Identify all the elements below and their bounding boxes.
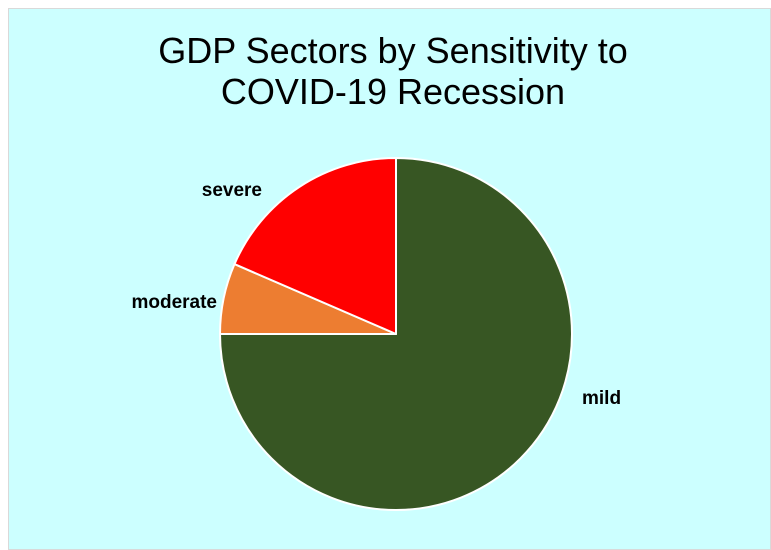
pie-slice-severe	[233, 157, 397, 335]
pie-slices	[219, 157, 573, 511]
pie-label-moderate: moderate	[131, 292, 217, 313]
chart-title-line-1: GDP Sectors by Sensitivity to	[158, 30, 628, 71]
pie-labels: mild moderate severe	[131, 180, 621, 409]
pie-label-mild: mild	[582, 388, 621, 409]
pie-slice-mild	[219, 157, 573, 511]
pie-label-severe: severe	[202, 180, 262, 201]
chart-title-line-2: COVID-19 Recession	[221, 71, 565, 112]
